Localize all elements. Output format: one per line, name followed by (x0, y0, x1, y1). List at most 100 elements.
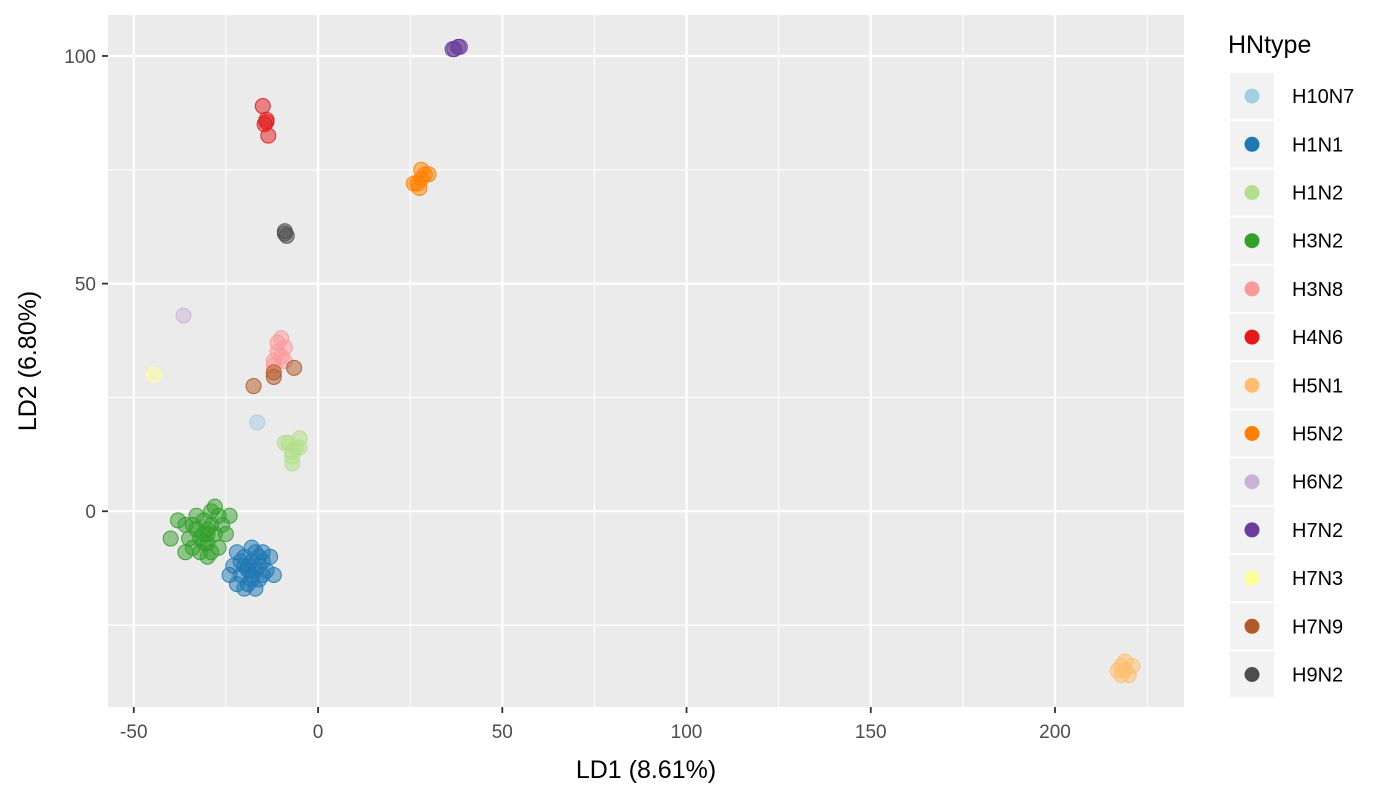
legend-marker (1244, 88, 1260, 104)
legend-label: H7N9 (1292, 616, 1343, 638)
data-point (260, 127, 277, 144)
series-H7N3 (146, 366, 163, 383)
legend-label: H1N2 (1292, 183, 1343, 205)
legend-item-H5N2: H5N2 (1230, 410, 1343, 457)
data-point (420, 166, 437, 183)
y-tick-label: 50 (75, 275, 96, 296)
legend-marker (1244, 281, 1260, 297)
legend-marker (1244, 329, 1260, 345)
legend-item-H6N2: H6N2 (1230, 458, 1343, 505)
legend-label: H7N3 (1292, 568, 1343, 590)
data-point (181, 530, 198, 547)
legend-marker (1244, 667, 1260, 682)
series-H10N7 (249, 414, 266, 431)
data-point (265, 566, 282, 583)
legend-marker (1244, 426, 1260, 441)
data-point (247, 580, 264, 597)
legend: HNtype H10N7 H1N1 H1N2 H3N2 H3N8 H4N6 H5N1 H5N2… (1228, 31, 1354, 698)
data-point (170, 512, 187, 529)
x-tick-label: 100 (671, 722, 703, 743)
y-axis: 0 50 100 (64, 47, 108, 523)
legend-marker (1244, 233, 1260, 249)
data-point (276, 434, 293, 451)
data-point (291, 439, 308, 456)
y-tick-label: 100 (64, 47, 96, 68)
series-H5N2 (405, 161, 437, 196)
legend-item-H3N8: H3N8 (1230, 265, 1343, 312)
series-H7N9 (245, 359, 303, 395)
legend-item-H1N1: H1N1 (1230, 121, 1343, 168)
legend-title: HNtype (1228, 31, 1311, 59)
legend-marker (1244, 570, 1260, 586)
data-points (146, 38, 1141, 684)
y-axis-title: LD2 (6.80%) (14, 291, 42, 431)
data-point (276, 223, 293, 240)
data-point (1117, 653, 1134, 670)
data-point (1113, 667, 1130, 684)
legend-label: H6N2 (1292, 472, 1343, 494)
series-H3N2 (162, 498, 238, 565)
legend-item-H7N3: H7N3 (1230, 555, 1343, 602)
series-H7N2 (444, 38, 468, 58)
series-H1N2 (276, 430, 308, 472)
data-point (273, 330, 290, 347)
data-point (184, 516, 201, 533)
legend-item-H4N6: H4N6 (1230, 314, 1343, 361)
legend-label: H3N2 (1292, 231, 1343, 253)
data-point (411, 180, 428, 196)
data-point (203, 544, 220, 561)
data-point (451, 38, 468, 55)
legend-label: H4N6 (1292, 327, 1343, 349)
legend-item-H1N2: H1N2 (1230, 169, 1343, 216)
series-H1N1 (221, 539, 282, 597)
series-H9N2 (276, 223, 295, 244)
legend-marker (1244, 474, 1260, 490)
data-point (284, 455, 301, 472)
legend-marker (1244, 522, 1260, 538)
legend-marker (1244, 185, 1260, 200)
series-H6N2 (175, 307, 192, 324)
legend-item-H9N2: H9N2 (1230, 651, 1343, 698)
data-point (254, 98, 271, 115)
x-tick-label: -50 (120, 722, 147, 743)
legend-label: H5N1 (1292, 375, 1343, 397)
legend-items: H10N7 H1N1 H1N2 H3N2 H3N8 H4N6 H5N1 H5N2 H6N2 H7N… (1230, 73, 1354, 698)
legend-marker (1244, 377, 1260, 393)
x-tick-label: 0 (313, 722, 324, 743)
legend-label: H5N2 (1292, 424, 1343, 446)
data-point (175, 307, 192, 324)
grid-major (108, 15, 1184, 707)
data-point (162, 530, 179, 547)
data-point (177, 544, 194, 561)
x-axis: -50 0 50 100 150 200 (120, 707, 1071, 743)
legend-label: H9N2 (1292, 665, 1343, 687)
data-point (228, 576, 245, 593)
data-point (217, 526, 234, 542)
data-point (249, 414, 266, 431)
data-point (199, 526, 216, 542)
legend-item-H7N9: H7N9 (1230, 603, 1343, 650)
legend-item-H3N2: H3N2 (1230, 217, 1343, 264)
grid-minor (108, 15, 1184, 707)
legend-item-H7N2: H7N2 (1230, 506, 1343, 553)
data-point (265, 364, 282, 381)
x-axis-title: LD1 (8.61%) (576, 756, 716, 784)
data-point (245, 378, 262, 395)
data-point (243, 566, 260, 583)
series-H4N6 (254, 98, 277, 144)
x-tick-label: 150 (855, 722, 887, 743)
legend-label: H10N7 (1292, 86, 1354, 108)
data-point (258, 113, 275, 130)
x-tick-label: 50 (492, 722, 513, 743)
legend-label: H3N8 (1292, 279, 1343, 301)
data-point (254, 544, 271, 561)
legend-item-H5N1: H5N1 (1230, 362, 1343, 409)
data-point (146, 366, 163, 383)
legend-marker (1244, 136, 1260, 152)
data-point (286, 359, 303, 376)
data-point (210, 507, 227, 524)
legend-item-H10N7: H10N7 (1230, 73, 1354, 120)
legend-label: H7N2 (1292, 520, 1343, 542)
legend-label: H1N1 (1292, 134, 1343, 156)
